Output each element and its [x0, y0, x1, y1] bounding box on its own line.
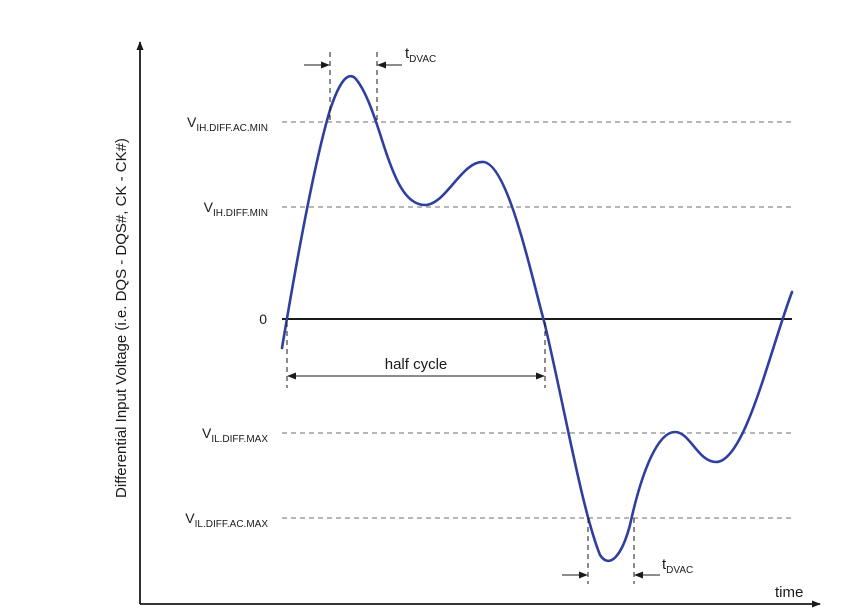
y-axis-label: Differential Input Voltage (i.e. DQS - D… — [113, 138, 130, 498]
tdvac-bottom-label: tDVAC — [662, 556, 693, 576]
vih-ac-level-label: VIH.DIFF.AC.MIN — [187, 114, 268, 134]
zero-level-label: 0 — [259, 311, 267, 327]
differential-waveform — [280, 74, 794, 563]
vih-dc-level-label: VIH.DIFF.MIN — [204, 199, 268, 219]
vil-ac-level-label: VIL.DIFF.AC.MAX — [185, 510, 268, 530]
vil-dc-level-label: VIL.DIFF.MAX — [202, 425, 268, 445]
half-cycle-label: half cycle — [385, 356, 448, 373]
tdvac-top-label: tDVAC — [405, 45, 436, 65]
x-axis-label: time — [775, 584, 803, 601]
